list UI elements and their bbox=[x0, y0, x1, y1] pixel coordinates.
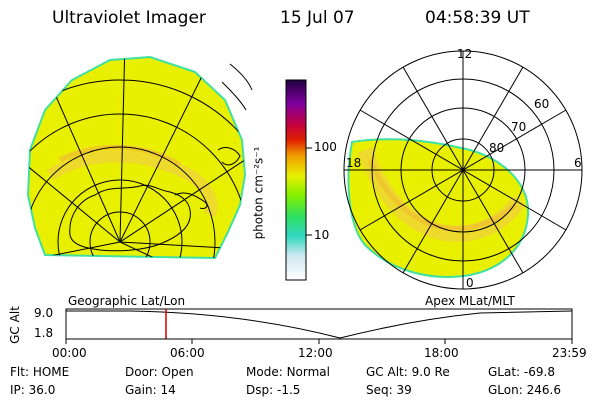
altitude-xtick-18: 18:00 bbox=[424, 346, 459, 360]
footer-glon: GLon: 246.6 bbox=[488, 383, 561, 397]
colorbar-unit-label: photon cm⁻²s⁻¹ bbox=[251, 146, 266, 240]
mlt-label-0: 0 bbox=[466, 276, 474, 290]
footer-seq: Seq: 39 bbox=[366, 383, 412, 397]
apex-panel bbox=[343, 50, 583, 290]
mlt-label-12: 12 bbox=[457, 47, 473, 61]
footer-ip: IP: 36.0 bbox=[10, 383, 56, 397]
footer-mode: Mode: Normal bbox=[246, 365, 330, 379]
altitude-trace bbox=[66, 310, 573, 339]
altitude-xtick-0: 00:00 bbox=[52, 346, 87, 360]
altitude-ytick-1-8: 1.8 bbox=[34, 326, 54, 340]
colorbar-tick-100: 100 bbox=[314, 140, 337, 154]
instrument-title: Ultraviolet Imager bbox=[52, 8, 206, 28]
altitude-xtick-end: 23:59 bbox=[552, 346, 587, 360]
footer-gc-alt: GC Alt: 9.0 Re bbox=[366, 365, 450, 379]
mlat-label-80: 80 bbox=[489, 141, 505, 155]
colorbar-tick-10: 10 bbox=[314, 228, 330, 242]
footer-glat: GLat: -69.8 bbox=[488, 365, 555, 379]
geographic-panel bbox=[26, 55, 253, 260]
altitude-ytick-9: 9.0 bbox=[34, 306, 54, 320]
footer-flt: Flt: HOME bbox=[10, 365, 70, 379]
geographic-caption: Geographic Lat/Lon bbox=[68, 294, 186, 308]
mlat-label-60: 60 bbox=[534, 97, 550, 111]
color-bar bbox=[285, 79, 312, 281]
footer-dsp: Dsp: -1.5 bbox=[246, 383, 301, 397]
footer-door: Door: Open bbox=[125, 365, 194, 379]
altitude-xtick-12: 12:00 bbox=[298, 346, 333, 360]
date-label: 15 Jul 07 bbox=[280, 8, 355, 28]
altitude-plot bbox=[65, 308, 573, 344]
mlt-label-6: 6 bbox=[574, 156, 582, 170]
time-label: 04:58:39 UT bbox=[425, 8, 530, 28]
mlt-label-18: 18 bbox=[346, 156, 362, 170]
altitude-xtick-6: 06:00 bbox=[170, 346, 205, 360]
altitude-ylabel: GC Alt bbox=[7, 306, 22, 344]
footer-gain: Gain: 14 bbox=[125, 383, 176, 397]
apex-caption: Apex MLat/MLT bbox=[425, 294, 515, 308]
mlat-label-70: 70 bbox=[511, 120, 527, 134]
